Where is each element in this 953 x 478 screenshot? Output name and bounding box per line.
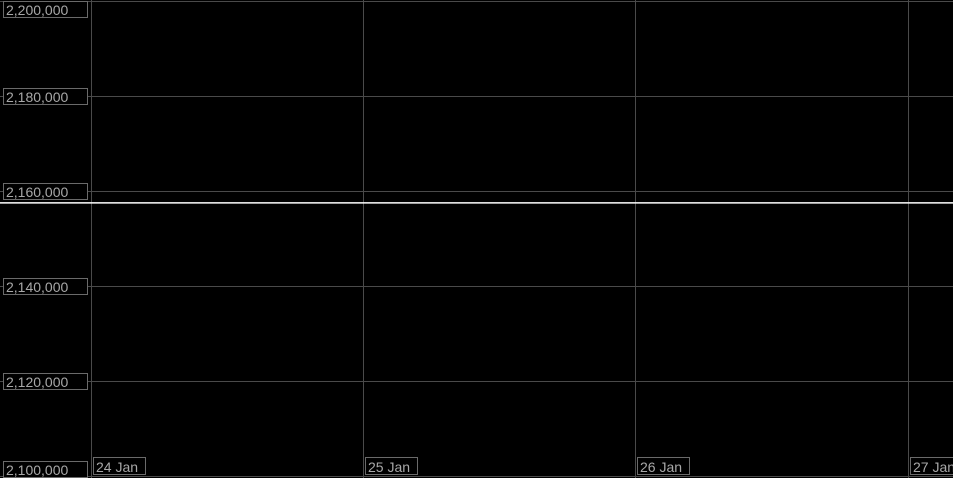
x-tick-label-box — [365, 457, 418, 475]
y-tick-label-box — [3, 373, 88, 390]
y-tick-label: 2,100,000 — [6, 462, 68, 478]
x-tick-label-box — [637, 457, 690, 475]
x-tick-label-box — [93, 457, 146, 475]
y-tick-label: 2,140,000 — [6, 279, 68, 295]
y-tick-label: 2,160,000 — [6, 184, 68, 200]
y-tick-label: 2,200,000 — [6, 2, 68, 18]
y-tick-label: 2,180,000 — [6, 89, 68, 105]
x-tick-label: 25 Jan — [368, 459, 410, 475]
x-tick-label: 27 Jan — [913, 459, 953, 475]
y-tick-label-box — [3, 278, 88, 295]
x-tick-label-box — [910, 457, 953, 475]
y-tick-label-box — [3, 88, 88, 105]
x-tick-label: 24 Jan — [96, 459, 138, 475]
y-tick-label-box — [3, 1, 88, 18]
y-tick-label-box — [3, 183, 88, 200]
y-tick-label: 2,120,000 — [6, 374, 68, 390]
x-tick-label: 26 Jan — [640, 459, 682, 475]
